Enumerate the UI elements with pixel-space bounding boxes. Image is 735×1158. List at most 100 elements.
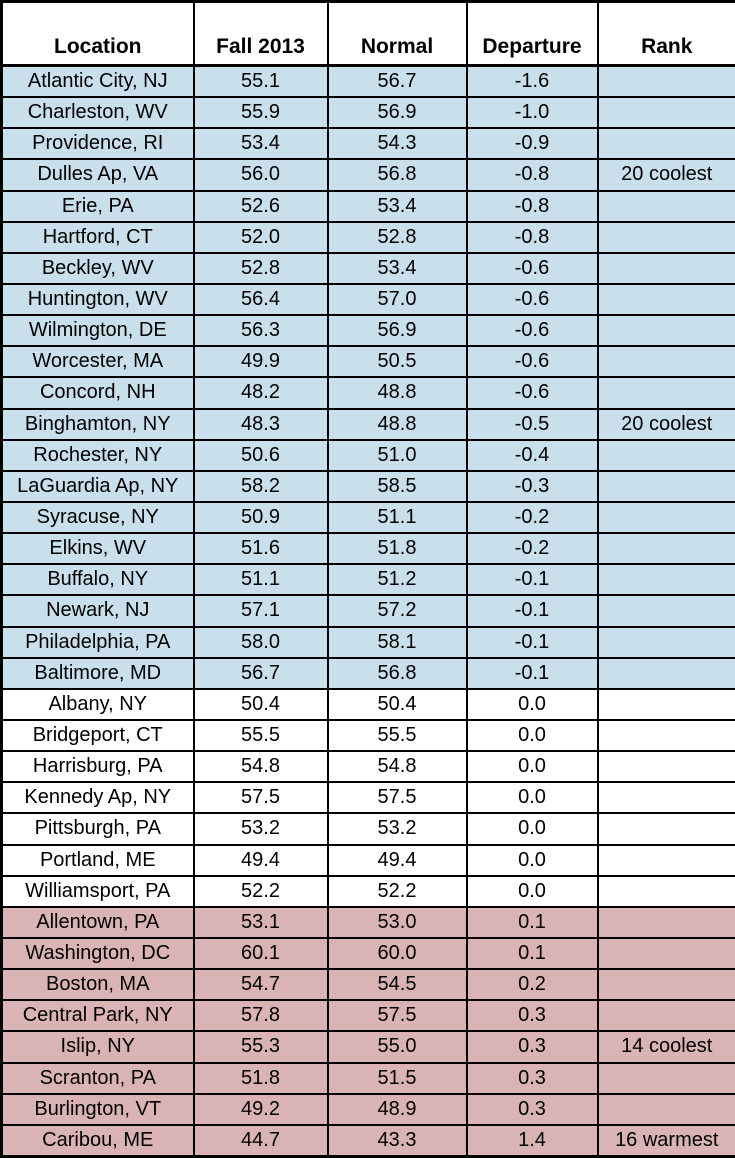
cell-normal: 54.8: [326, 750, 468, 784]
cell-rank: [596, 189, 735, 223]
cell-departure: -0.1: [465, 563, 599, 597]
cell-departure: -0.6: [465, 314, 599, 348]
cell-location: LaGuardia Ap, NY: [0, 469, 195, 503]
cell-fall-2013: 58.2: [192, 469, 329, 503]
table-row: Rochester, NY 50.6 51.0 -0.4: [0, 438, 735, 472]
cell-location: Erie, PA: [0, 189, 195, 223]
cell-fall-2013: 53.4: [192, 127, 329, 161]
cell-departure: -0.6: [465, 376, 599, 410]
cell-location: Binghamton, NY: [0, 407, 195, 441]
column-header-departure: Departure: [465, 0, 599, 67]
cell-normal: 56.7: [326, 64, 468, 99]
cell-departure: -0.6: [465, 345, 599, 379]
table-row: Newark, NJ 57.1 57.2 -0.1: [0, 594, 735, 628]
table-row: Bridgeport, CT 55.5 55.5 0.0: [0, 718, 735, 753]
cell-location: Williamsport, PA: [0, 874, 195, 908]
cell-rank: 20 coolest: [596, 158, 735, 192]
cell-fall-2013: 51.8: [192, 1061, 329, 1095]
cell-normal: 58.5: [326, 469, 468, 503]
cell-departure: -0.2: [465, 532, 599, 566]
cell-normal: 50.5: [326, 345, 468, 379]
cell-fall-2013: 48.2: [192, 376, 329, 410]
column-header-normal: Normal: [326, 0, 468, 67]
cell-departure: 0.0: [465, 781, 599, 815]
cell-departure: 0.1: [465, 936, 599, 971]
table-row: Central Park, NY 57.8 57.5 0.3: [0, 999, 735, 1033]
cell-rank: [596, 594, 735, 628]
cell-location: Kennedy Ap, NY: [0, 781, 195, 815]
cell-departure: 0.3: [465, 1061, 599, 1095]
cell-rank: [596, 345, 735, 379]
table-row: Wilmington, DE 56.3 56.9 -0.6: [0, 314, 735, 348]
cell-rank: [596, 812, 735, 846]
cell-departure: 0.2: [465, 968, 599, 1002]
cell-rank: [596, 469, 735, 503]
cell-departure: -0.5: [465, 407, 599, 441]
cell-location: Hartford, CT: [0, 220, 195, 254]
column-header-rank: Rank: [596, 0, 735, 67]
cell-fall-2013: 52.2: [192, 874, 329, 908]
cell-normal: 51.2: [326, 563, 468, 597]
column-header-fall-2013: Fall 2013: [192, 0, 329, 67]
cell-fall-2013: 57.8: [192, 999, 329, 1033]
cell-fall-2013: 53.2: [192, 812, 329, 846]
cell-fall-2013: 56.4: [192, 282, 329, 317]
table-row: Erie, PA 52.6 53.4 -0.8: [0, 189, 735, 223]
cell-rank: [596, 127, 735, 161]
cell-departure: 0.3: [465, 999, 599, 1033]
cell-departure: 0.0: [465, 874, 599, 908]
cell-rank: [596, 687, 735, 721]
cell-location: Bridgeport, CT: [0, 718, 195, 753]
cell-rank: [596, 500, 735, 535]
cell-rank: [596, 718, 735, 753]
cell-departure: 0.3: [465, 1030, 599, 1064]
cell-fall-2013: 48.3: [192, 407, 329, 441]
cell-fall-2013: 55.9: [192, 96, 329, 130]
cell-location: Islip, NY: [0, 1030, 195, 1064]
cell-location: Buffalo, NY: [0, 563, 195, 597]
cell-rank: [596, 376, 735, 410]
cell-rank: [596, 251, 735, 285]
cell-normal: 56.8: [326, 656, 468, 690]
cell-rank: [596, 874, 735, 908]
cell-departure: -0.8: [465, 189, 599, 223]
table-row: Scranton, PA 51.8 51.5 0.3: [0, 1061, 735, 1095]
cell-rank: [596, 64, 735, 99]
table-row: Philadelphia, PA 58.0 58.1 -0.1: [0, 625, 735, 659]
table-row: Caribou, ME 44.7 43.3 1.4 16 warmest: [0, 1123, 735, 1158]
table-row: Pittsburgh, PA 53.2 53.2 0.0: [0, 812, 735, 846]
cell-departure: -0.9: [465, 127, 599, 161]
cell-rank: [596, 905, 735, 939]
table-row: Williamsport, PA 52.2 52.2 0.0: [0, 874, 735, 908]
cell-location: Rochester, NY: [0, 438, 195, 472]
cell-normal: 51.0: [326, 438, 468, 472]
cell-normal: 57.5: [326, 781, 468, 815]
cell-fall-2013: 60.1: [192, 936, 329, 971]
table-row: Binghamton, NY 48.3 48.8 -0.5 20 coolest: [0, 407, 735, 441]
cell-location: Caribou, ME: [0, 1123, 195, 1158]
cell-location: Wilmington, DE: [0, 314, 195, 348]
cell-departure: -0.8: [465, 158, 599, 192]
cell-rank: [596, 750, 735, 784]
cell-rank: [596, 282, 735, 317]
cell-location: Concord, NH: [0, 376, 195, 410]
cell-departure: -0.2: [465, 500, 599, 535]
cell-fall-2013: 55.1: [192, 64, 329, 99]
cell-rank: [596, 563, 735, 597]
table-row: Providence, RI 53.4 54.3 -0.9: [0, 127, 735, 161]
cell-fall-2013: 52.6: [192, 189, 329, 223]
cell-normal: 48.8: [326, 407, 468, 441]
cell-normal: 57.2: [326, 594, 468, 628]
cell-normal: 53.2: [326, 812, 468, 846]
cell-rank: [596, 1061, 735, 1095]
cell-normal: 55.0: [326, 1030, 468, 1064]
cell-rank: [596, 843, 735, 877]
cell-normal: 53.0: [326, 905, 468, 939]
cell-rank: [596, 936, 735, 971]
cell-location: Portland, ME: [0, 843, 195, 877]
cell-departure: -1.0: [465, 96, 599, 130]
cell-location: Boston, MA: [0, 968, 195, 1002]
cell-departure: -1.6: [465, 64, 599, 99]
cell-departure: 0.0: [465, 750, 599, 784]
cell-location: Albany, NY: [0, 687, 195, 721]
